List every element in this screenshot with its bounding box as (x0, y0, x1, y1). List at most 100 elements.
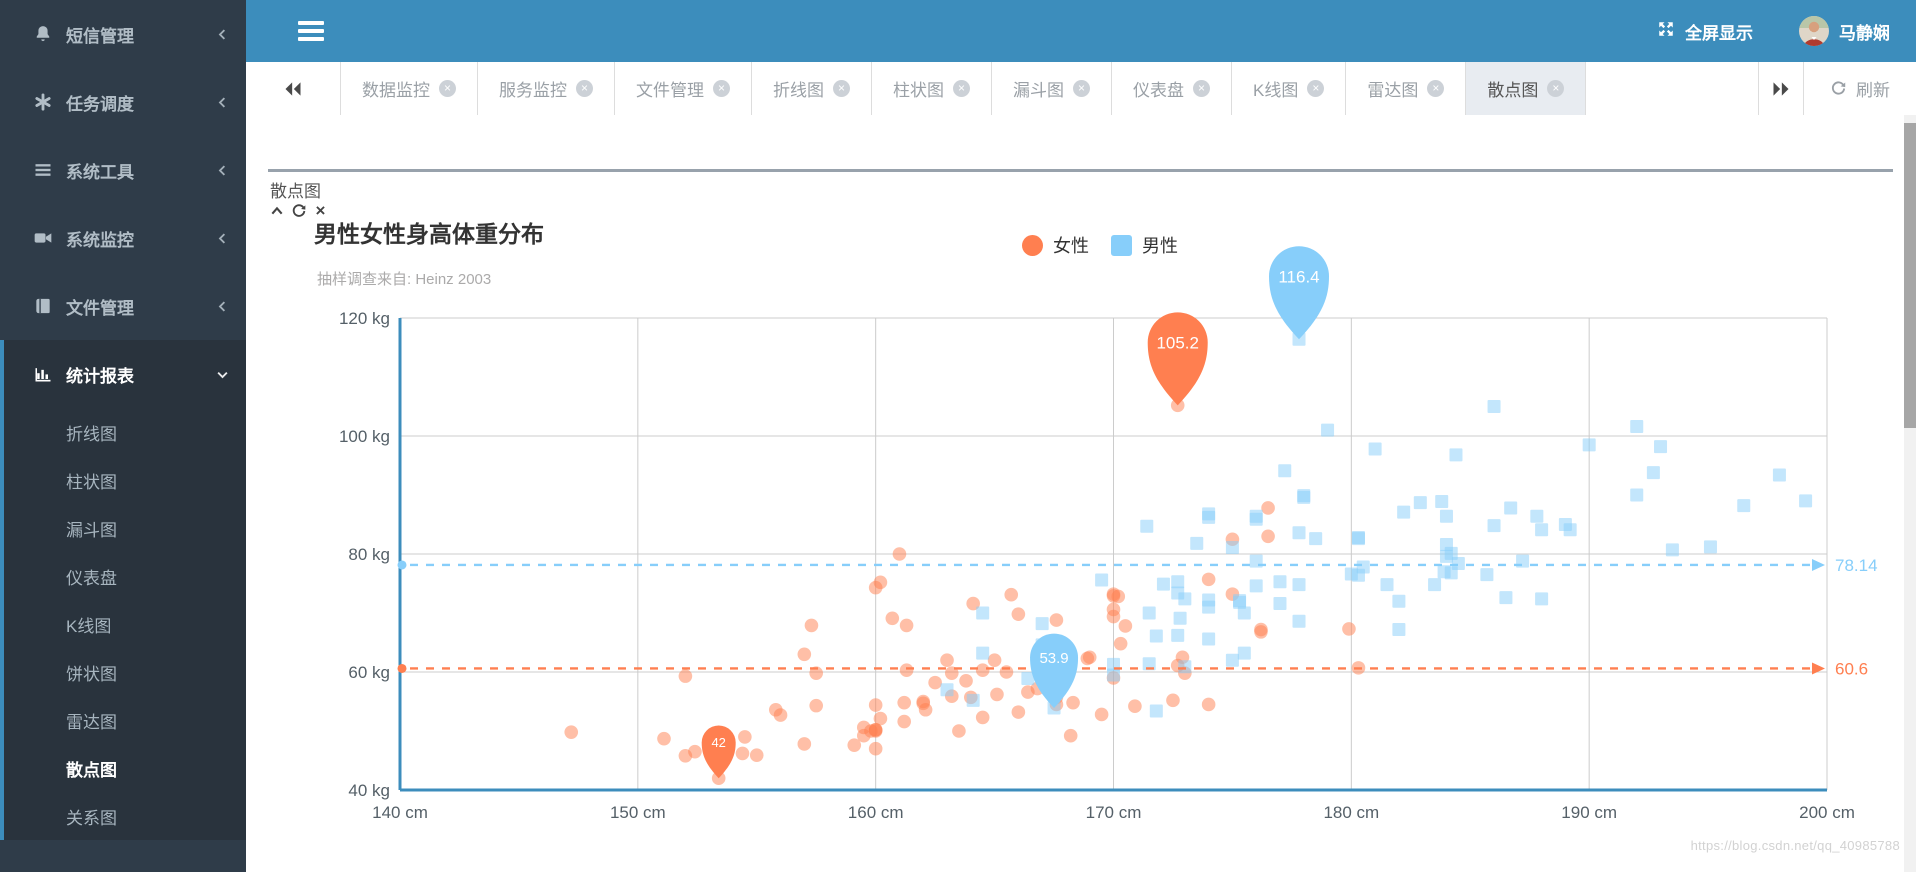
tab-K线图[interactable]: K线图 × (1232, 62, 1347, 115)
chevron-left-icon (215, 95, 230, 110)
tab-文件管理[interactable]: 文件管理 × (615, 62, 752, 115)
sidebar-subitem-仪表盘[interactable]: 仪表盘 (66, 568, 117, 588)
sidebar-item-5[interactable]: 文件管理 (0, 272, 246, 340)
reload-panel-icon[interactable] (290, 202, 307, 219)
tab-close-icon[interactable]: × (1307, 80, 1325, 97)
chevron-left-icon (215, 27, 230, 42)
sidebar: 短信管理任务调度系统工具系统监控 文件管理 统计报表折线图柱状图漏斗图仪表盘 K线图… (0, 0, 246, 872)
refresh-tab-button[interactable]: 刷新 (1804, 62, 1916, 115)
svg-text:42: 42 (711, 735, 725, 750)
bar-chart-icon (32, 363, 54, 385)
top-header: 全屏显示 马静娴 (246, 0, 1916, 62)
legend-square-swatch (1111, 234, 1132, 256)
panel-tools: × (268, 200, 329, 220)
svg-text:60 kg: 60 kg (348, 663, 390, 682)
tab-服务监控[interactable]: 服务监控 × (478, 62, 615, 115)
scrollbar-thumb[interactable] (1904, 123, 1916, 428)
markline-average-男性: 78.14 (397, 556, 1878, 575)
svg-text:160 cm: 160 cm (848, 803, 904, 822)
tab-雷达图[interactable]: 雷达图 × (1346, 62, 1467, 115)
svg-text:60.6: 60.6 (1835, 659, 1868, 678)
tab-数据监控[interactable]: 数据监控 × (340, 62, 478, 115)
tab-柱状图[interactable]: 柱状图 × (872, 62, 992, 115)
svg-text:190 cm: 190 cm (1561, 803, 1617, 822)
camera-icon (32, 227, 54, 249)
svg-text:180 cm: 180 cm (1323, 803, 1379, 822)
sidebar-item-2[interactable]: 任务调度 (0, 68, 246, 136)
legend-label: 女性 (1053, 236, 1089, 256)
hamburger-menu-icon[interactable] (298, 21, 324, 41)
chevron-left-icon (215, 163, 230, 178)
sidebar-item-4[interactable]: 系统监控 (0, 204, 246, 272)
username: 马静娴 (1839, 23, 1890, 43)
watermark-text: https://blog.csdn.net/qq_40985788 (1690, 838, 1900, 853)
sidebar-item-label: 短信管理 (66, 26, 134, 46)
header-right-group: 全屏显示 马静娴 (1657, 16, 1890, 46)
refresh-icon (1831, 81, 1846, 95)
tab-close-icon[interactable]: × (439, 80, 456, 97)
sidebar-section-reports: 统计报表折线图柱状图漏斗图仪表盘 K线图饼状图雷达图散点图关系图 (0, 340, 246, 840)
markpoints-男性: 116.4 53.9 (1030, 246, 1330, 708)
sidebar-item-label: 系统工具 (66, 162, 134, 182)
legend-circle-swatch (1022, 234, 1043, 256)
svg-text:116.4: 116.4 (1278, 267, 1319, 286)
tab-散点图[interactable]: 散点图 × (1466, 62, 1587, 115)
sidebar-subitem-饼状图[interactable]: 饼状图 (66, 664, 117, 684)
legend-item-男性[interactable]: 男性 (1111, 232, 1178, 258)
close-panel-icon[interactable]: × (315, 200, 326, 220)
tab-漏斗图[interactable]: 漏斗图 × (992, 62, 1112, 115)
user-menu[interactable]: 马静娴 (1799, 16, 1890, 46)
legend-item-女性[interactable]: 女性 (1022, 232, 1089, 258)
axis-labels: 140 cm 150 cm 160 cm 170 cm 180 cm 190 cm 200 … (339, 309, 1855, 822)
tab-折线图[interactable]: 折线图 × (752, 62, 872, 115)
chart-legend: 女性 男性 (1022, 232, 1178, 258)
chevron-left-icon (215, 299, 230, 314)
sidebar-item-3[interactable]: 系统工具 (0, 136, 246, 204)
tab-label: 柱状图 (893, 81, 944, 100)
svg-text:200 cm: 200 cm (1799, 803, 1855, 822)
sidebar-subitem-雷达图[interactable]: 雷达图 (66, 712, 117, 732)
fullscreen-label: 全屏显示 (1685, 23, 1753, 43)
tab-label: K线图 (1253, 81, 1299, 100)
markpoints-女性: 105.2 42 (701, 312, 1208, 779)
tab-label: 文件管理 (636, 81, 704, 100)
tab-close-icon[interactable]: × (576, 80, 593, 97)
tab-close-icon[interactable]: × (1073, 80, 1090, 97)
svg-text:100 kg: 100 kg (339, 427, 390, 446)
tab-bar: 数据监控 × 服务监控 × 文件管理 × 折线图 × 柱状图 × 漏斗图 × 仪表盘 × K线图 × 雷达图 × 散… (246, 62, 1916, 116)
tab-close-icon[interactable]: × (1193, 80, 1210, 97)
panel-top-border (268, 169, 1893, 172)
tab-close-icon[interactable]: × (833, 80, 850, 97)
svg-text:150 cm: 150 cm (610, 803, 666, 822)
sidebar-subitem-折线图[interactable]: 折线图 (66, 424, 117, 444)
legend-label: 男性 (1142, 236, 1178, 256)
sidebar-item-reports[interactable]: 统计报表 (4, 340, 246, 408)
tab-close-icon[interactable]: × (713, 80, 730, 97)
sidebar-subitem-散点图[interactable]: 散点图 (66, 760, 117, 780)
tabs-scroll-left-button[interactable] (246, 62, 340, 115)
vertical-scrollbar (1904, 115, 1916, 872)
double-chevron-left-icon (285, 81, 301, 96)
tab-仪表盘[interactable]: 仪表盘 × (1112, 62, 1232, 115)
sidebar-subitem-关系图[interactable]: 关系图 (66, 808, 117, 828)
grid-lines (400, 317, 1828, 790)
tab-close-icon[interactable]: × (953, 80, 970, 97)
tab-close-icon[interactable]: × (1427, 80, 1445, 97)
sidebar-item-label: 统计报表 (66, 366, 134, 386)
sidebar-subitem-柱状图[interactable]: 柱状图 (66, 472, 117, 492)
sidebar-item-1[interactable]: 短信管理 (0, 0, 246, 68)
tabbar-spacer (1586, 62, 1758, 115)
sidebar-menu: 短信管理任务调度系统工具系统监控 文件管理 (0, 0, 246, 340)
tab-close-icon[interactable]: × (1547, 80, 1565, 97)
tabs-scroll-right-button[interactable] (1758, 62, 1804, 115)
tab-label: 雷达图 (1367, 81, 1419, 100)
svg-text:105.2: 105.2 (1156, 333, 1199, 352)
axes (398, 318, 1827, 792)
bell-icon (32, 23, 54, 45)
sidebar-subitem-漏斗图[interactable]: 漏斗图 (66, 520, 117, 540)
collapse-panel-icon[interactable] (268, 202, 285, 219)
sidebar-subitem-K线图[interactable]: K线图 (66, 616, 112, 636)
svg-text:53.9: 53.9 (1039, 650, 1068, 667)
fullscreen-button[interactable]: 全屏显示 (1657, 19, 1753, 44)
